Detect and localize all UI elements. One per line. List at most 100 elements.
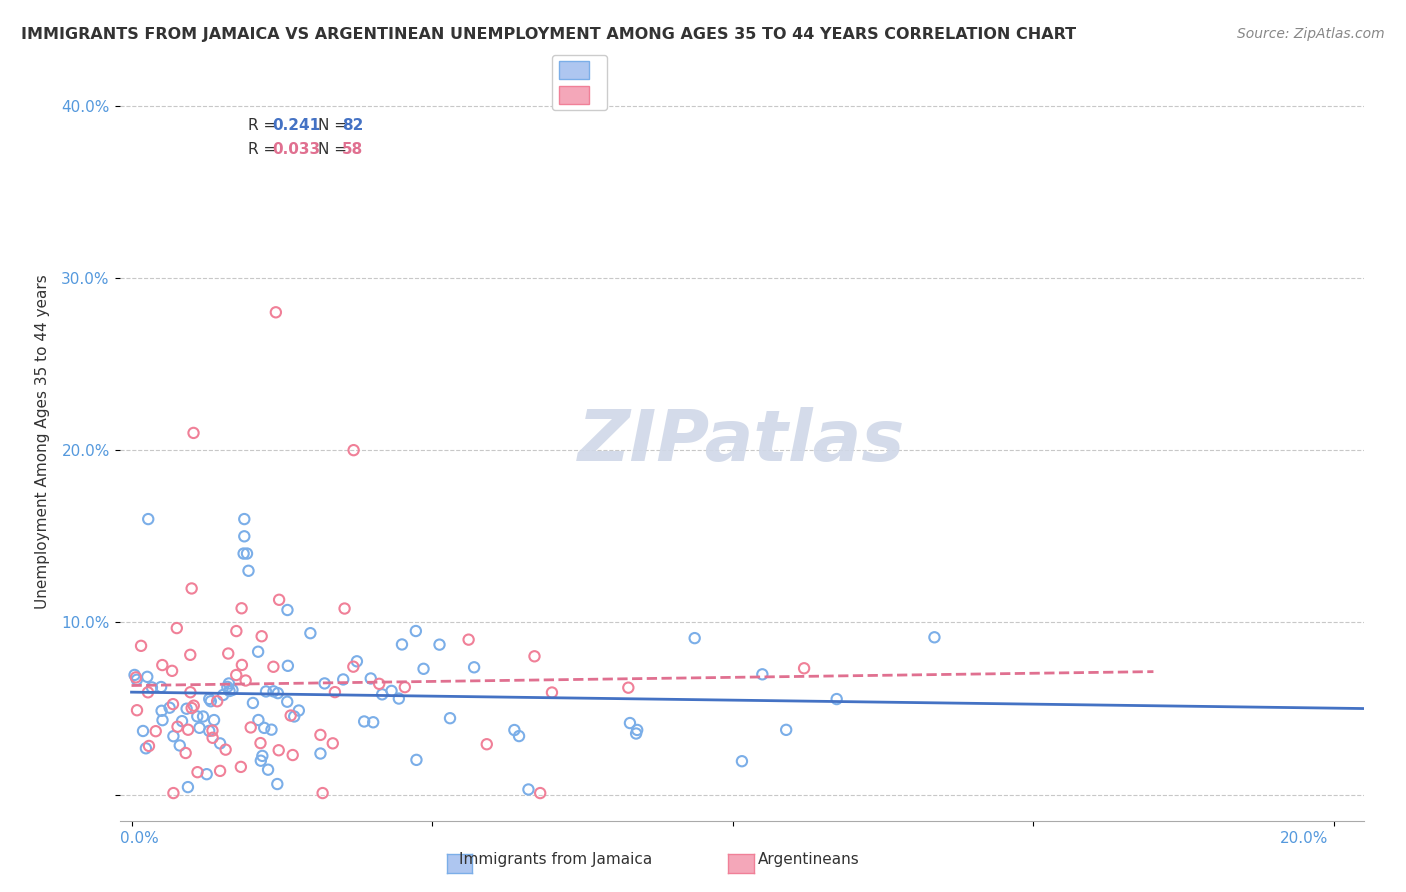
Point bbox=[323, 685, 346, 699]
Point bbox=[176, 702, 198, 716]
Point bbox=[361, 715, 384, 730]
Point bbox=[129, 639, 152, 653]
Point bbox=[225, 668, 247, 682]
Point bbox=[731, 754, 754, 768]
Point bbox=[463, 660, 485, 674]
Point bbox=[218, 684, 240, 698]
Point bbox=[159, 700, 181, 714]
Point bbox=[311, 786, 333, 800]
Point bbox=[267, 743, 290, 757]
Point bbox=[619, 716, 641, 731]
Point bbox=[309, 747, 332, 761]
Point bbox=[793, 661, 815, 675]
Point bbox=[232, 547, 254, 561]
Point bbox=[180, 701, 202, 715]
Point bbox=[405, 624, 427, 638]
Point bbox=[198, 692, 221, 706]
Text: 0.033: 0.033 bbox=[271, 142, 321, 157]
Point bbox=[201, 723, 224, 738]
Point bbox=[475, 737, 498, 751]
Point bbox=[179, 685, 201, 699]
Point bbox=[124, 668, 146, 682]
Point bbox=[200, 694, 222, 708]
Point bbox=[617, 681, 640, 695]
Point bbox=[250, 629, 273, 643]
Point bbox=[162, 786, 184, 800]
Point bbox=[231, 657, 253, 672]
Point bbox=[825, 692, 848, 706]
Point bbox=[342, 659, 364, 673]
Point bbox=[186, 765, 208, 780]
Point bbox=[160, 664, 183, 678]
Point bbox=[503, 723, 526, 737]
Point bbox=[343, 443, 366, 458]
Point bbox=[242, 696, 264, 710]
Point bbox=[624, 726, 647, 740]
Point bbox=[231, 601, 253, 615]
Point bbox=[264, 305, 287, 319]
Point bbox=[332, 673, 354, 687]
Point bbox=[457, 632, 479, 647]
Point bbox=[166, 621, 188, 635]
Point bbox=[191, 709, 214, 723]
Point bbox=[183, 698, 205, 713]
Point bbox=[260, 723, 283, 737]
Point bbox=[141, 681, 163, 695]
Point bbox=[170, 714, 193, 728]
Text: N =: N = bbox=[318, 118, 352, 133]
Point bbox=[145, 724, 167, 739]
Point bbox=[217, 647, 239, 661]
Text: R =: R = bbox=[247, 142, 281, 157]
Point bbox=[277, 658, 299, 673]
Point bbox=[281, 747, 304, 762]
Point bbox=[136, 670, 159, 684]
Point bbox=[529, 786, 551, 800]
Point bbox=[394, 680, 416, 694]
Point bbox=[267, 686, 290, 700]
Point bbox=[254, 684, 277, 698]
Point bbox=[269, 592, 291, 607]
Point bbox=[371, 687, 394, 701]
Point bbox=[174, 746, 197, 760]
Point bbox=[138, 739, 160, 753]
Point bbox=[250, 754, 273, 768]
Point bbox=[439, 711, 461, 725]
Point bbox=[188, 721, 211, 735]
Point bbox=[380, 684, 402, 698]
Point bbox=[288, 704, 311, 718]
Point bbox=[125, 670, 148, 684]
Point bbox=[262, 659, 284, 673]
Point bbox=[247, 645, 270, 659]
Text: Argentineans: Argentineans bbox=[758, 852, 859, 867]
Text: Immigrants from Jamaica: Immigrants from Jamaica bbox=[458, 852, 652, 867]
Point bbox=[179, 648, 201, 662]
Point bbox=[299, 626, 322, 640]
Text: 0.241: 0.241 bbox=[271, 118, 321, 133]
Point bbox=[233, 529, 256, 543]
Text: N =: N = bbox=[318, 142, 352, 157]
Point bbox=[221, 682, 243, 697]
Point bbox=[775, 723, 797, 737]
Point bbox=[523, 649, 546, 664]
Point bbox=[214, 742, 236, 756]
Text: IMMIGRANTS FROM JAMAICA VS ARGENTINEAN UNEMPLOYMENT AMONG AGES 35 TO 44 YEARS CO: IMMIGRANTS FROM JAMAICA VS ARGENTINEAN U… bbox=[21, 27, 1076, 42]
Point bbox=[125, 703, 148, 717]
Point bbox=[249, 736, 271, 750]
Point bbox=[626, 723, 648, 737]
Point bbox=[333, 601, 356, 615]
Y-axis label: Unemployment Among Ages 35 to 44 years: Unemployment Among Ages 35 to 44 years bbox=[35, 274, 51, 609]
Point bbox=[180, 582, 202, 596]
Point bbox=[266, 777, 288, 791]
Point bbox=[132, 723, 155, 738]
Point bbox=[263, 684, 285, 698]
Point bbox=[152, 713, 174, 727]
Point bbox=[209, 736, 232, 750]
Text: R =: R = bbox=[247, 118, 281, 133]
Point bbox=[202, 713, 225, 727]
Point bbox=[429, 638, 451, 652]
Text: 82: 82 bbox=[342, 118, 363, 133]
Point bbox=[314, 676, 336, 690]
Point bbox=[162, 697, 184, 711]
Point bbox=[247, 713, 270, 727]
Point bbox=[751, 667, 773, 681]
